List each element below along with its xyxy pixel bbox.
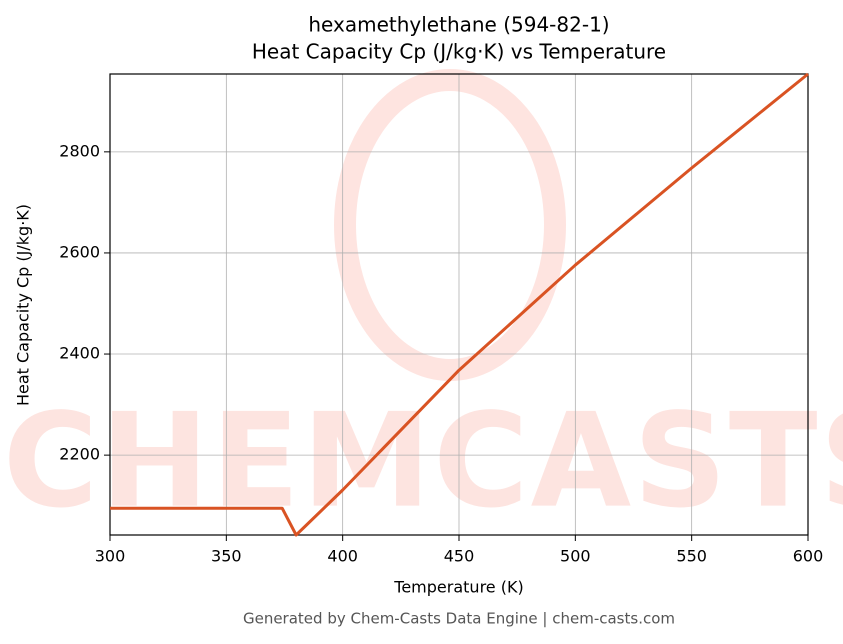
x-tick-label: 350 <box>211 547 242 566</box>
x-tick-label: 300 <box>95 547 126 566</box>
watermark: CHEMCASTS <box>3 385 843 537</box>
x-tick-label: 550 <box>676 547 707 566</box>
y-tick-label: 2600 <box>59 242 100 261</box>
x-tick-label: 600 <box>793 547 824 566</box>
watermark-logo <box>334 69 566 381</box>
x-tick-label: 450 <box>444 547 475 566</box>
y-tick-label: 2200 <box>59 445 100 464</box>
y-tick-label: 2400 <box>59 344 100 363</box>
plot-frame <box>109 73 809 536</box>
footer: Generated by Chem-Casts Data Engine | ch… <box>243 610 675 628</box>
x-tick-label: 500 <box>560 547 591 566</box>
x-axis-label: Temperature (K) <box>393 578 523 597</box>
data-line <box>110 72 809 537</box>
chart-subtitle: Heat Capacity Cp (J/kg·K) vs Temperature <box>252 40 666 64</box>
y-axis-label: Heat Capacity Cp (J/kg·K) <box>14 204 33 406</box>
y-tick-label: 2800 <box>59 141 100 160</box>
chart-title: hexamethylethane (594-82-1) <box>308 13 609 37</box>
x-tick-label: 400 <box>327 547 358 566</box>
